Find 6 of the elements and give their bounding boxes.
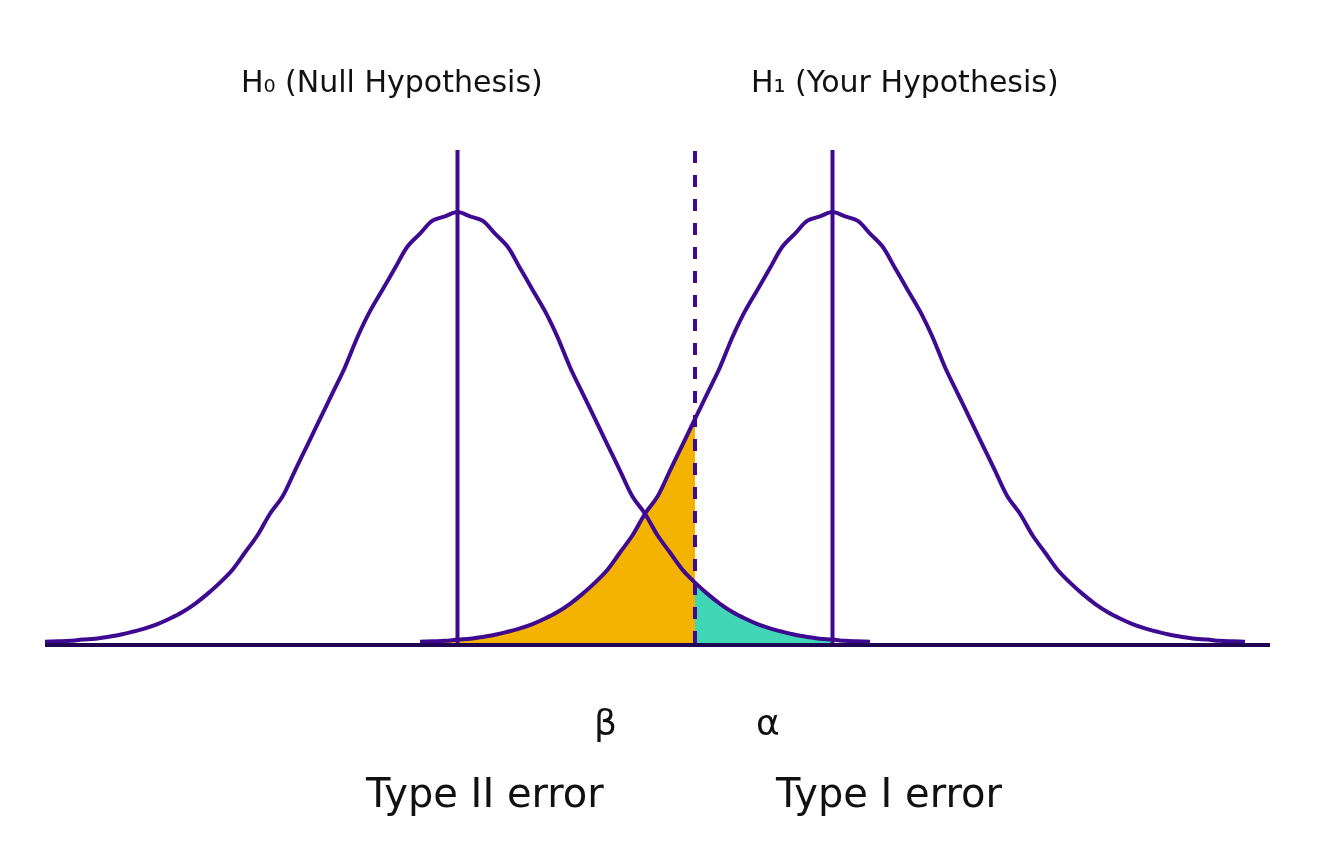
- text: α: [756, 702, 780, 743]
- text: H₁ (Your Hypothesis): [751, 64, 1059, 99]
- text: Type II error: [365, 770, 605, 816]
- text: H₀ (Null Hypothesis): [241, 64, 543, 99]
- text: Type I error: [775, 770, 1003, 816]
- text: β: [594, 702, 617, 743]
